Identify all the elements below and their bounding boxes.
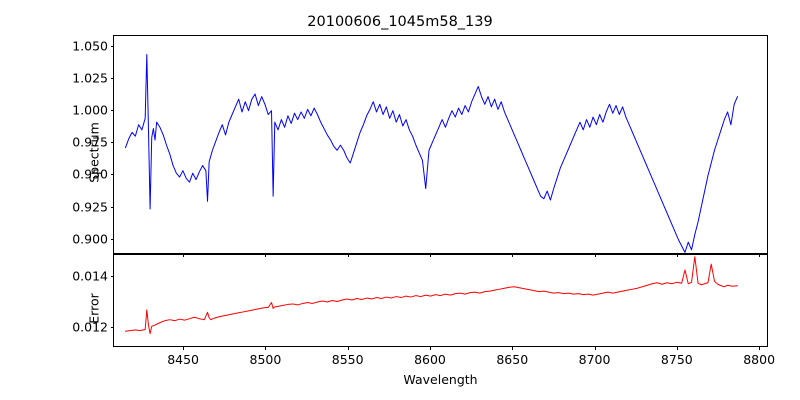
x-tick-label: 8800 <box>743 352 776 367</box>
y-tick-label: 0.012 <box>72 319 108 335</box>
x-tick-mark <box>676 346 678 350</box>
x-tick-mark <box>594 346 596 350</box>
y-tick-mark <box>110 326 114 328</box>
y-tick-label: 1.000 <box>72 102 108 118</box>
y-tick-mark <box>110 142 114 144</box>
y-tick-mark <box>110 110 114 112</box>
error-axes: Error 0.012 0.014 8450 8500 8550 8600 8650 8700… <box>72 254 775 367</box>
spectrum-axes: Spectrum 0.900 0.925 0.950 0.975 1.000 1.025 1… <box>72 35 768 257</box>
spectrum-panel-series <box>125 55 737 253</box>
x-tick-mark <box>429 346 431 350</box>
x-axis-label: Wavelength <box>403 372 478 387</box>
x-tick-label: 8550 <box>331 352 364 367</box>
y-tick-label: 0.900 <box>72 231 108 247</box>
y-tick-label: 0.950 <box>72 166 108 182</box>
x-tick-label: 8700 <box>578 352 611 367</box>
x-tick-label: 8650 <box>496 352 529 367</box>
y-tick-label: 0.925 <box>72 199 108 215</box>
y-tick-label: 1.050 <box>72 38 108 54</box>
error-line-plot <box>114 255 767 346</box>
y-tick-mark <box>110 238 114 240</box>
x-tick-mark <box>347 346 349 350</box>
x-tick-label: 8750 <box>660 352 693 367</box>
y-tick-mark <box>110 206 114 208</box>
error-panel-series <box>125 257 737 334</box>
y-tick-mark <box>110 77 114 79</box>
x-tick-label: 8600 <box>414 352 446 367</box>
x-tick-mark <box>759 346 761 350</box>
y-tick-label: 0.975 <box>72 134 108 150</box>
y-tick-label: 1.025 <box>72 70 108 86</box>
x-tick-mark <box>265 346 267 350</box>
y-tick-label: 0.014 <box>72 268 108 284</box>
x-tick-mark <box>183 346 185 350</box>
y-tick-mark <box>110 45 114 47</box>
x-tick-label: 8500 <box>249 352 282 367</box>
x-tick-label: 8450 <box>167 352 200 367</box>
figure-title: 20100606_1045m58_139 <box>307 14 493 30</box>
spectrum-line-plot <box>114 36 767 253</box>
y-tick-mark <box>110 276 114 278</box>
x-tick-mark <box>512 346 514 350</box>
y-tick-mark <box>110 174 114 176</box>
